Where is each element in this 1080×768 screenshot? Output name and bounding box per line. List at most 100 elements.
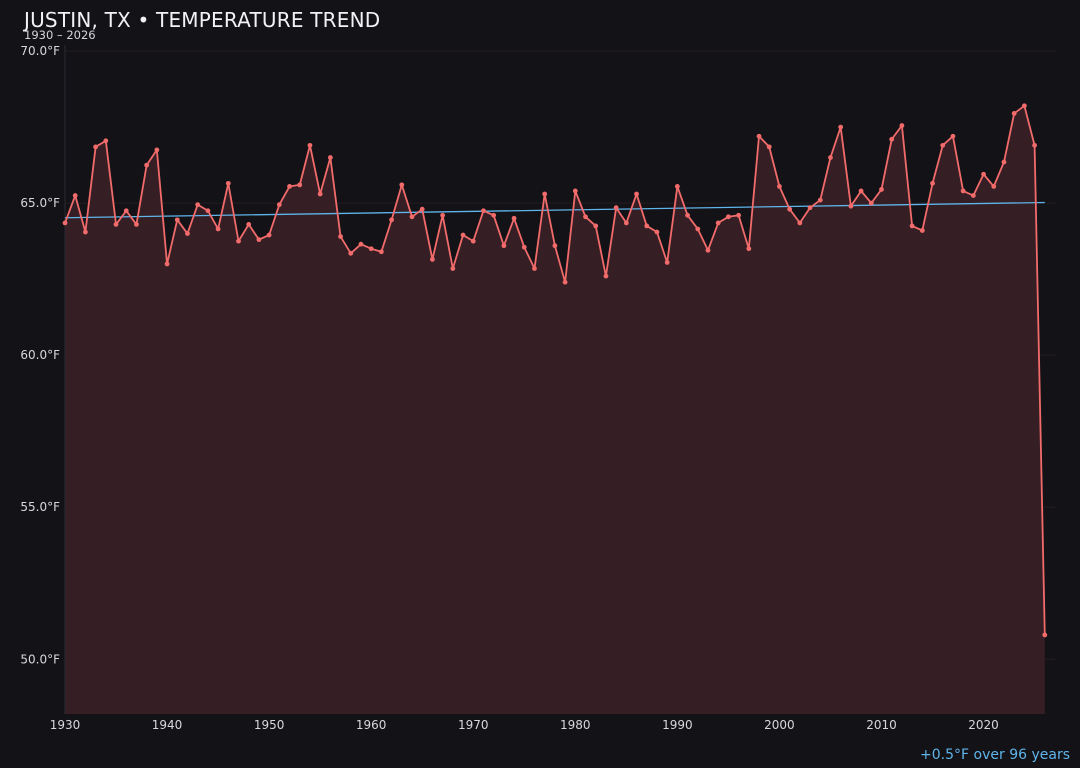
data-point [838,124,844,130]
chart-title: JUSTIN, TX • TEMPERATURE TREND [24,8,381,32]
data-point [215,226,221,232]
data-point [603,273,609,279]
data-point [348,250,354,256]
data-point [419,206,425,212]
data-point [481,208,486,214]
data-point [919,228,925,233]
data-point [705,247,711,253]
data-point [930,180,935,186]
data-point [389,217,394,223]
y-axis-ticks: 50.0°F 55.0°F 60.0°F 65.0°F 70.0°F [20,44,60,666]
data-point [154,147,160,153]
data-point [164,261,170,267]
data-point [777,184,782,189]
data-point [970,193,976,198]
data-points [62,103,1048,638]
x-tick-label: 1940 [152,718,183,732]
y-tick-label: 50.0°F [20,652,60,666]
data-point [532,266,537,271]
data-point [246,222,252,227]
data-point [572,188,578,194]
data-point [613,205,619,211]
data-point [583,214,588,220]
data-point [909,223,915,229]
data-point [195,202,201,208]
data-point [72,193,78,198]
x-tick-label: 1990 [662,718,693,732]
x-tick-label: 2010 [866,718,897,732]
data-point [236,238,241,244]
data-point [83,229,88,235]
data-point [511,215,517,221]
data-point [93,144,99,150]
data-point [287,184,292,189]
data-point [1021,103,1027,109]
data-point [470,238,476,244]
data-point [868,200,874,206]
data-point [307,142,313,148]
trend-note: +0.5°F over 96 years [920,747,1070,763]
data-point [807,205,813,211]
data-point [1032,142,1037,148]
x-tick-label: 2020 [968,718,999,732]
data-point [746,246,752,252]
data-point [460,232,466,238]
x-tick-label: 1980 [560,718,591,732]
data-point [623,220,629,226]
data-point [664,260,670,265]
data-point [430,256,435,262]
data-point [562,279,568,285]
data-point [542,191,548,197]
x-tick-label: 1950 [254,718,285,732]
data-point [103,138,109,144]
data-point [409,214,415,220]
data-point [899,123,905,128]
data-point [950,133,956,139]
data-point [879,187,884,192]
data-point [593,223,599,229]
data-point [440,212,446,218]
x-axis-ticks: 1930 1940 1950 1960 1970 1980 1990 2000 2010 2020 [50,718,999,732]
y-tick-label: 55.0°F [20,500,60,514]
data-point [266,232,272,238]
data-point [766,144,772,150]
data-point [674,184,680,189]
data-point [358,241,364,247]
data-point [399,182,405,188]
data-point [960,188,966,194]
data-point [327,155,333,160]
data-point [491,212,497,218]
data-point [134,222,139,227]
data-point [276,202,282,208]
series-area-fill [65,105,1045,714]
data-point [1011,111,1017,116]
data-point [940,142,946,148]
data-point [225,180,231,186]
y-tick-label: 65.0°F [20,196,60,210]
data-point [501,243,507,249]
data-point [205,208,211,214]
data-point [828,155,833,160]
data-point [991,184,997,189]
x-tick-label: 1970 [458,718,489,732]
x-tick-label: 1960 [356,718,387,732]
data-point [368,246,374,252]
data-point [113,222,119,227]
data-point [174,217,180,223]
data-point [552,243,558,249]
data-point [715,220,721,226]
data-point [1042,632,1048,638]
data-point [858,188,864,194]
data-point [756,133,762,139]
data-point [123,208,129,214]
y-tick-label: 60.0°F [20,348,60,362]
trend-line [64,201,1045,219]
data-point [634,191,639,197]
data-point [726,214,731,220]
data-point [297,182,303,188]
data-point [521,244,527,250]
chart-subtitle: 1930 – 2026 [24,28,96,42]
data-point [644,223,650,229]
data-point [981,171,986,177]
